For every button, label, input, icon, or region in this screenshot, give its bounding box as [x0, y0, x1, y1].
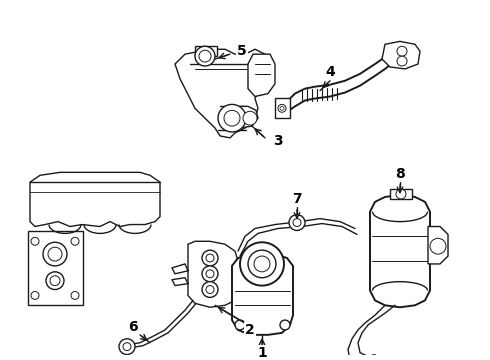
Circle shape: [278, 104, 286, 112]
Circle shape: [293, 219, 301, 226]
Circle shape: [254, 256, 270, 272]
Circle shape: [119, 339, 135, 355]
Circle shape: [218, 104, 246, 132]
Circle shape: [202, 282, 218, 297]
Circle shape: [202, 250, 218, 266]
Circle shape: [243, 111, 257, 125]
Text: 1: 1: [257, 346, 267, 360]
Polygon shape: [240, 106, 258, 128]
Circle shape: [396, 189, 406, 199]
Circle shape: [71, 292, 79, 300]
Circle shape: [123, 343, 131, 351]
Text: 8: 8: [395, 167, 405, 181]
Circle shape: [289, 215, 305, 230]
Circle shape: [240, 242, 284, 285]
Polygon shape: [428, 226, 448, 264]
Circle shape: [397, 56, 407, 66]
Polygon shape: [382, 41, 420, 69]
Circle shape: [206, 254, 214, 262]
Circle shape: [206, 270, 214, 278]
Polygon shape: [30, 172, 160, 226]
Circle shape: [280, 320, 290, 330]
Bar: [390, 189, 412, 199]
Text: 6: 6: [128, 320, 138, 334]
Polygon shape: [188, 241, 238, 307]
Circle shape: [31, 292, 39, 300]
Text: 3: 3: [273, 134, 283, 148]
Text: 5: 5: [237, 44, 247, 58]
Circle shape: [46, 272, 64, 289]
Circle shape: [43, 242, 67, 266]
Circle shape: [280, 106, 284, 110]
Polygon shape: [248, 54, 275, 96]
Circle shape: [235, 320, 245, 330]
Circle shape: [195, 46, 215, 66]
Circle shape: [199, 50, 211, 62]
Bar: [28, 231, 83, 305]
Text: 2: 2: [245, 323, 255, 337]
Polygon shape: [232, 254, 293, 335]
Circle shape: [50, 276, 60, 285]
Circle shape: [48, 247, 62, 261]
Circle shape: [397, 46, 407, 56]
Circle shape: [206, 285, 214, 293]
Text: 4: 4: [325, 65, 335, 79]
Circle shape: [31, 237, 39, 245]
Polygon shape: [370, 195, 430, 307]
Circle shape: [71, 237, 79, 245]
Polygon shape: [175, 49, 270, 138]
Text: 7: 7: [292, 192, 302, 206]
Circle shape: [430, 238, 446, 254]
Bar: [275, 99, 290, 118]
Circle shape: [202, 266, 218, 282]
Bar: [195, 46, 217, 56]
Circle shape: [224, 110, 240, 126]
Circle shape: [248, 250, 276, 278]
